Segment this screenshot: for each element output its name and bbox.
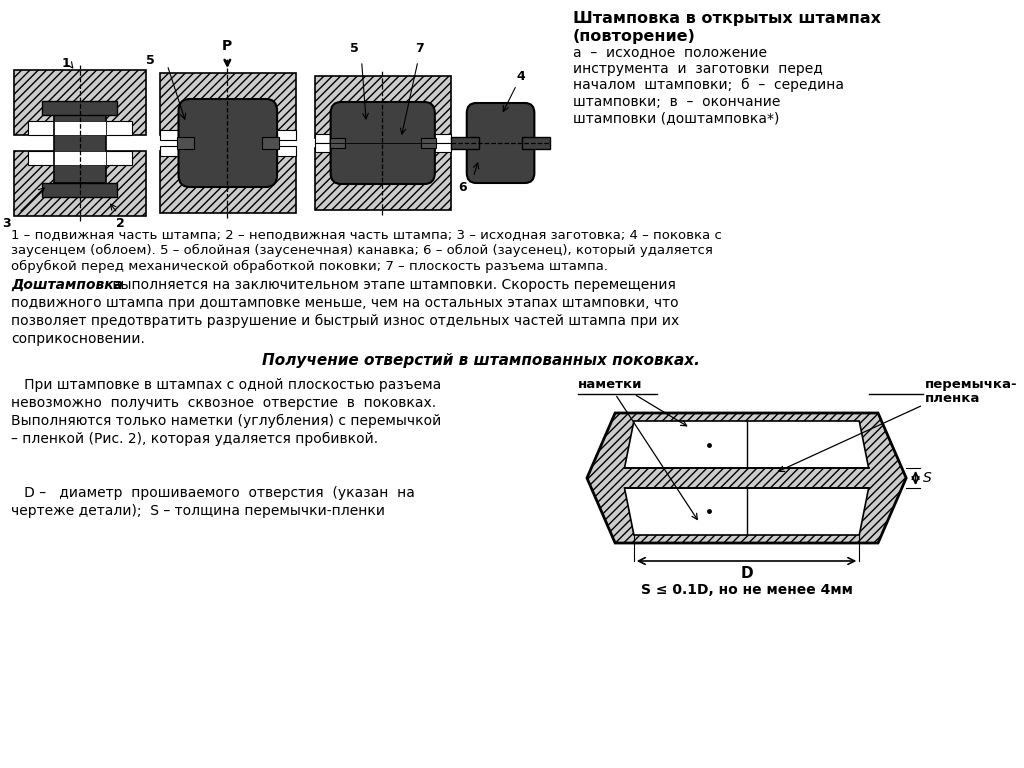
Bar — [314, 143, 334, 152]
Text: 6: 6 — [458, 181, 467, 194]
Text: штамповки (доштамповка*): штамповки (доштамповка*) — [572, 111, 779, 125]
Text: обрубкой перед механической обработкой поковки; 7 – плоскость разъема штампа.: обрубкой перед механической обработкой п… — [11, 260, 608, 273]
Bar — [432, 143, 451, 152]
FancyBboxPatch shape — [467, 103, 535, 183]
Bar — [314, 76, 451, 138]
Text: соприкосновении.: соприкосновении. — [11, 332, 145, 346]
Text: Выполняются только наметки (углубления) с перемычкой: Выполняются только наметки (углубления) … — [11, 414, 441, 428]
Bar — [314, 134, 334, 143]
Text: заусенцем (облоем). 5 – облойная (заусенечная) канавка; 6 – облой (заусенец), ко: заусенцем (облоем). 5 – облойная (заусен… — [11, 244, 714, 257]
Bar — [314, 148, 451, 210]
Bar — [53, 151, 106, 165]
Text: 4: 4 — [516, 70, 525, 83]
Polygon shape — [625, 421, 868, 468]
Text: началом  штамповки;  б  –  середина: началом штамповки; б – середина — [572, 78, 844, 92]
Text: – пленкой (Рис. 2), которая удаляется пробивкой.: – пленкой (Рис. 2), которая удаляется пр… — [11, 432, 379, 446]
Text: чертеже детали);  S – толщина перемычки-пленки: чертеже детали); S – толщина перемычки-п… — [11, 504, 385, 518]
Text: выполняется на заключительном этапе штамповки. Скорость перемещения: выполняется на заключительном этапе штам… — [109, 278, 676, 292]
FancyBboxPatch shape — [178, 99, 278, 187]
Bar — [522, 137, 550, 149]
Text: D: D — [740, 566, 753, 581]
Bar — [42, 183, 118, 197]
Text: подвижного штампа при доштамповке меньше, чем на остальных этапах штамповки, что: подвижного штампа при доштамповке меньше… — [11, 296, 679, 310]
Text: Доштамповка: Доштамповка — [11, 278, 123, 292]
Bar — [29, 121, 131, 135]
Bar — [160, 146, 180, 156]
Bar — [14, 70, 145, 135]
Bar — [421, 138, 436, 148]
Bar — [53, 103, 106, 183]
Polygon shape — [587, 413, 906, 543]
Bar — [14, 151, 145, 216]
Bar — [160, 151, 296, 213]
Text: При штамповке в штампах с одной плоскостью разъема: При штамповке в штампах с одной плоскост… — [11, 378, 441, 392]
Text: 5: 5 — [146, 55, 155, 68]
Text: D –   диаметр  прошиваемого  отверстия  (указан  на: D – диаметр прошиваемого отверстия (указ… — [11, 486, 416, 500]
Text: S ≤ 0.1D, но не менее 4мм: S ≤ 0.1D, но не менее 4мм — [641, 583, 853, 597]
Bar — [275, 146, 296, 156]
Bar — [42, 101, 118, 115]
Text: 1 – подвижная часть штампа; 2 – неподвижная часть штампа; 3 – исходная заготовка: 1 – подвижная часть штампа; 2 – неподвиж… — [11, 228, 722, 241]
Text: Штамповка в открытых штампах: Штамповка в открытых штампах — [572, 11, 881, 26]
FancyBboxPatch shape — [331, 102, 435, 184]
Text: 1: 1 — [61, 57, 71, 70]
Text: 7: 7 — [416, 42, 424, 55]
Text: P: P — [222, 39, 232, 53]
Bar — [29, 151, 131, 165]
Text: наметки: наметки — [578, 378, 642, 391]
Text: (повторение): (повторение) — [572, 29, 695, 44]
Text: 2: 2 — [116, 217, 124, 230]
Text: 3: 3 — [2, 217, 10, 230]
Text: штамповки;  в  –  окончание: штамповки; в – окончание — [572, 94, 780, 108]
Text: невозможно  получить  сквозное  отверстие  в  поковках.: невозможно получить сквозное отверстие в… — [11, 396, 436, 410]
Text: позволяет предотвратить разрушение и быстрый износ отдельных частей штампа при и: позволяет предотвратить разрушение и быс… — [11, 314, 680, 328]
Bar — [160, 73, 296, 135]
Text: перемычка-: перемычка- — [925, 378, 1018, 391]
Text: пленка: пленка — [925, 392, 980, 405]
Bar — [330, 138, 345, 148]
Bar — [432, 134, 451, 143]
Bar — [275, 130, 296, 140]
Bar — [160, 130, 180, 140]
Polygon shape — [625, 488, 868, 535]
Bar — [176, 137, 194, 149]
Bar — [451, 137, 479, 149]
Bar — [53, 121, 106, 135]
Text: S: S — [923, 471, 932, 485]
Bar — [262, 137, 279, 149]
Text: а  –  исходное  положение: а – исходное положение — [572, 45, 767, 59]
Text: 5: 5 — [350, 42, 358, 55]
Text: Получение отверстий в штампованных поковках.: Получение отверстий в штампованных поков… — [262, 353, 699, 368]
Text: инструмента  и  заготовки  перед: инструмента и заготовки перед — [572, 61, 822, 75]
